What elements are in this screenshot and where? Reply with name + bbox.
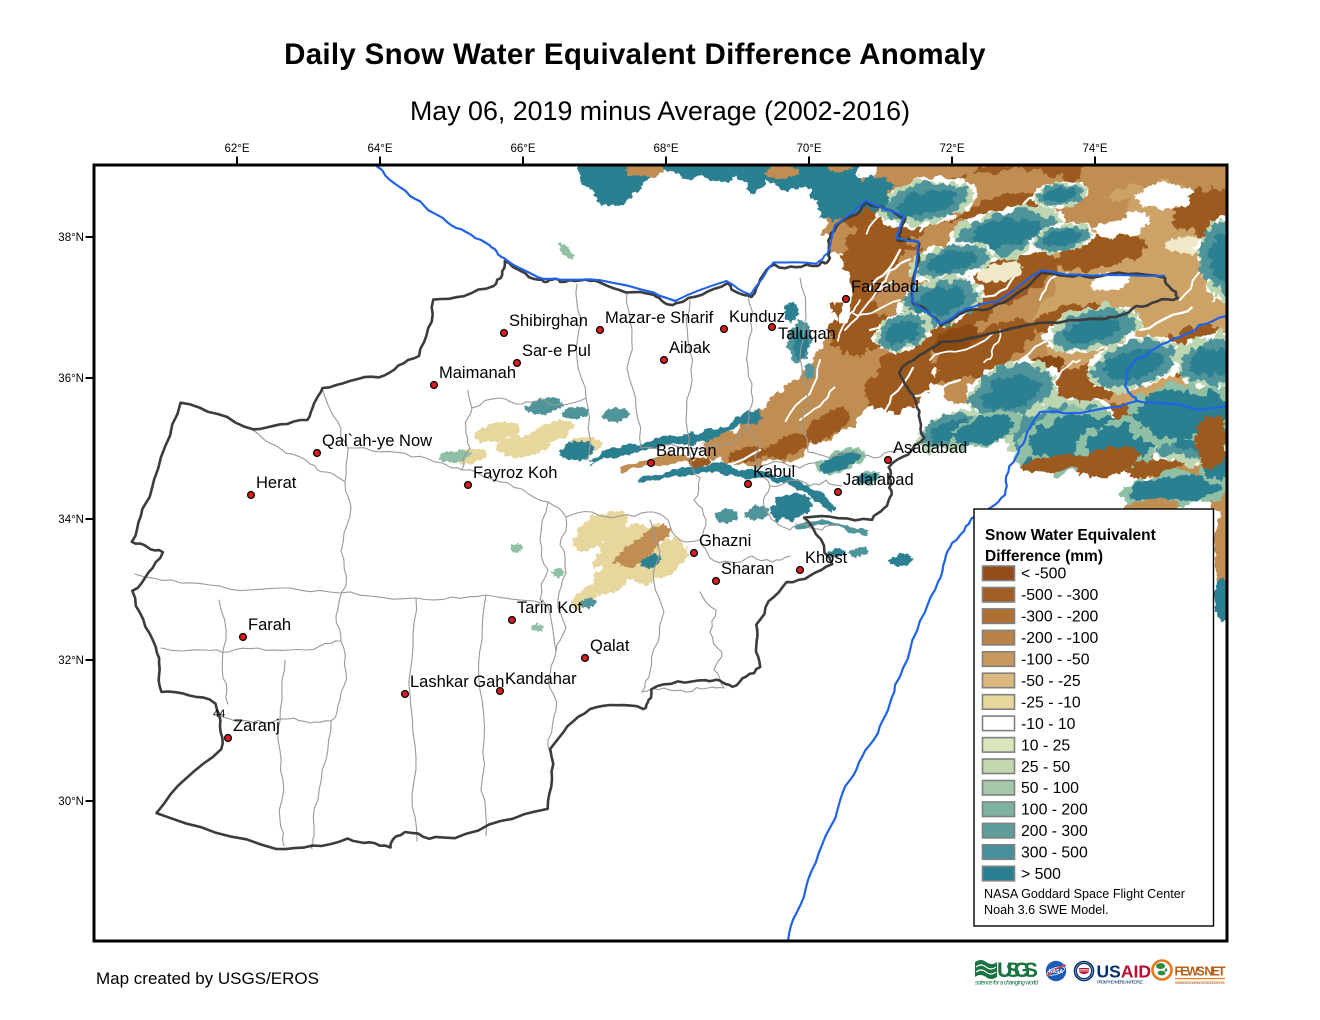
svg-text:-500 - -300: -500 - -300 — [1021, 587, 1098, 604]
svg-text:science for a changing world: science for a changing world — [975, 980, 1038, 987]
svg-text:-300 - -200: -300 - -200 — [1021, 609, 1098, 626]
svg-text:Mazar-e Sharif: Mazar-e Sharif — [605, 309, 714, 327]
svg-text:Khost: Khost — [805, 549, 848, 567]
svg-text:USGS: USGS — [997, 958, 1038, 982]
svg-text:70°E: 70°E — [796, 143, 821, 155]
svg-text:Fayroz Koh: Fayroz Koh — [473, 464, 557, 482]
svg-text:Lashkar Gah: Lashkar Gah — [410, 673, 504, 691]
svg-text:38°N: 38°N — [58, 232, 84, 244]
svg-text:FROM THE AMERICAN PEOPLE: FROM THE AMERICAN PEOPLE — [1097, 980, 1143, 985]
svg-text:Kunduz: Kunduz — [729, 308, 785, 326]
svg-text:36°N: 36°N — [58, 373, 84, 385]
svg-text:Sharan: Sharan — [721, 560, 774, 578]
svg-text:66°E: 66°E — [510, 143, 535, 155]
svg-text:Asadabad: Asadabad — [893, 439, 967, 457]
svg-text:FAMINE EARLY WARNING SYSTEMS N: FAMINE EARLY WARNING SYSTEMS NETWORK — [1175, 981, 1226, 985]
svg-text:Herat: Herat — [256, 474, 297, 492]
svg-text:25 - 50: 25 - 50 — [1021, 759, 1070, 776]
svg-text:FEWS NET: FEWS NET — [1175, 965, 1226, 979]
svg-text:Jalalabad: Jalalabad — [843, 471, 914, 489]
svg-text:Kandahar: Kandahar — [505, 670, 577, 688]
svg-text:50 - 100: 50 - 100 — [1021, 780, 1079, 797]
svg-text:Aibak: Aibak — [669, 339, 711, 357]
svg-text:Qalat: Qalat — [590, 637, 630, 655]
svg-text:200 - 300: 200 - 300 — [1021, 823, 1088, 840]
svg-text:100 - 200: 100 - 200 — [1021, 802, 1088, 819]
svg-text:Farah: Farah — [248, 616, 291, 634]
svg-text:NASA: NASA — [1049, 969, 1064, 975]
svg-text:Maimanah: Maimanah — [439, 364, 516, 382]
svg-text:< -500: < -500 — [1021, 566, 1066, 583]
svg-text:-200 - -100: -200 - -100 — [1021, 630, 1098, 647]
svg-text:Snow Water Equivalent: Snow Water Equivalent — [985, 527, 1156, 544]
svg-text:Shibirghan: Shibirghan — [509, 312, 588, 330]
svg-text:Sar-e Pul: Sar-e Pul — [522, 342, 591, 360]
svg-text:Tarin Kot: Tarin Kot — [517, 599, 583, 617]
svg-text:> 500: > 500 — [1021, 866, 1061, 883]
svg-text:62°E: 62°E — [224, 143, 249, 155]
svg-text:Ghazni: Ghazni — [699, 532, 751, 550]
svg-text:10 - 25: 10 - 25 — [1021, 737, 1070, 754]
svg-text:30°N: 30°N — [58, 796, 84, 808]
svg-text:USAID: USAID — [1097, 962, 1151, 982]
svg-text:74°E: 74°E — [1082, 143, 1107, 155]
svg-text:32°N: 32°N — [58, 655, 84, 667]
svg-text:Zaranj: Zaranj — [233, 717, 280, 735]
svg-text:Kabul: Kabul — [753, 463, 795, 481]
svg-text:-25 - -10: -25 - -10 — [1021, 694, 1081, 711]
svg-text:68°E: 68°E — [653, 143, 678, 155]
svg-text:34°N: 34°N — [58, 514, 84, 526]
svg-text:44: 44 — [213, 708, 225, 720]
svg-text:Noah 3.6 SWE Model.: Noah 3.6 SWE Model. — [984, 903, 1109, 917]
svg-text:-50 - -25: -50 - -25 — [1021, 673, 1081, 690]
svg-text:64°E: 64°E — [367, 143, 392, 155]
svg-text:Taluqan: Taluqan — [778, 325, 836, 343]
svg-text:Difference (mm): Difference (mm) — [985, 548, 1103, 565]
svg-text:300 - 500: 300 - 500 — [1021, 845, 1088, 862]
svg-text:-10 - 10: -10 - 10 — [1021, 716, 1076, 733]
svg-text:Bamyan: Bamyan — [656, 442, 717, 460]
svg-text:72°E: 72°E — [939, 143, 964, 155]
svg-text:Qal`ah-ye Now: Qal`ah-ye Now — [322, 432, 432, 450]
svg-text:NASA Goddard Space Flight Cent: NASA Goddard Space Flight Center — [984, 887, 1185, 901]
svg-text:Faizabad: Faizabad — [851, 278, 919, 296]
svg-text:-100 - -50: -100 - -50 — [1021, 652, 1090, 669]
